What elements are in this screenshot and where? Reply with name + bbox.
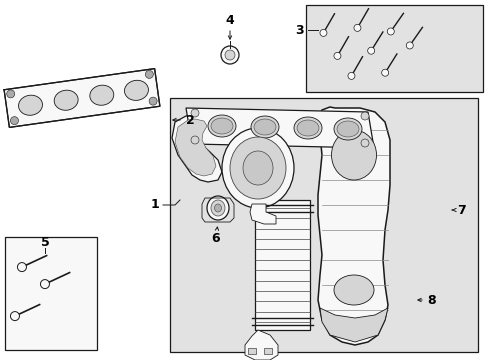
Ellipse shape [293, 117, 321, 139]
Ellipse shape [210, 200, 224, 216]
Polygon shape [172, 115, 222, 182]
Circle shape [224, 50, 235, 60]
Ellipse shape [214, 204, 221, 212]
Ellipse shape [386, 28, 393, 35]
Polygon shape [244, 330, 278, 360]
Polygon shape [4, 69, 160, 127]
Ellipse shape [243, 151, 272, 185]
Ellipse shape [333, 53, 340, 59]
Ellipse shape [381, 69, 388, 76]
Bar [305, 5, 482, 92]
Polygon shape [317, 107, 389, 345]
Ellipse shape [367, 47, 374, 54]
Bar [247, 348, 256, 354]
Bar [5, 237, 97, 350]
Bar [264, 348, 271, 354]
Ellipse shape [250, 116, 279, 138]
Ellipse shape [210, 118, 232, 134]
Ellipse shape [229, 137, 285, 199]
Circle shape [191, 136, 199, 144]
Ellipse shape [347, 72, 354, 80]
Circle shape [191, 109, 199, 117]
Text: 3: 3 [295, 23, 304, 36]
Ellipse shape [353, 24, 360, 31]
Ellipse shape [207, 115, 236, 137]
Bar [170, 98, 477, 352]
Ellipse shape [18, 262, 26, 271]
Circle shape [10, 117, 19, 125]
Circle shape [360, 112, 368, 120]
Ellipse shape [253, 119, 275, 135]
Ellipse shape [333, 275, 373, 305]
Ellipse shape [333, 118, 361, 140]
Ellipse shape [296, 120, 318, 136]
Ellipse shape [54, 90, 78, 110]
Ellipse shape [222, 128, 293, 208]
Circle shape [149, 97, 157, 105]
Text: 7: 7 [457, 203, 466, 216]
Ellipse shape [406, 42, 412, 49]
Text: 1: 1 [150, 198, 159, 211]
Ellipse shape [336, 121, 358, 137]
Text: 6: 6 [211, 231, 220, 244]
Bar [254, 200, 309, 330]
Circle shape [360, 139, 368, 147]
Polygon shape [319, 308, 387, 342]
Circle shape [145, 71, 153, 78]
Ellipse shape [41, 280, 49, 289]
Ellipse shape [10, 312, 20, 321]
Polygon shape [175, 119, 216, 176]
Ellipse shape [90, 85, 114, 105]
Circle shape [7, 90, 15, 98]
Text: 8: 8 [427, 293, 435, 306]
Ellipse shape [331, 130, 376, 180]
Text: 2: 2 [185, 113, 194, 126]
Ellipse shape [319, 30, 326, 36]
Text: 4: 4 [225, 13, 234, 27]
Circle shape [221, 46, 239, 64]
Text: 5: 5 [41, 235, 49, 248]
Ellipse shape [206, 196, 228, 220]
Polygon shape [185, 108, 373, 148]
Ellipse shape [124, 80, 148, 100]
Polygon shape [249, 204, 275, 224]
Ellipse shape [19, 95, 42, 115]
